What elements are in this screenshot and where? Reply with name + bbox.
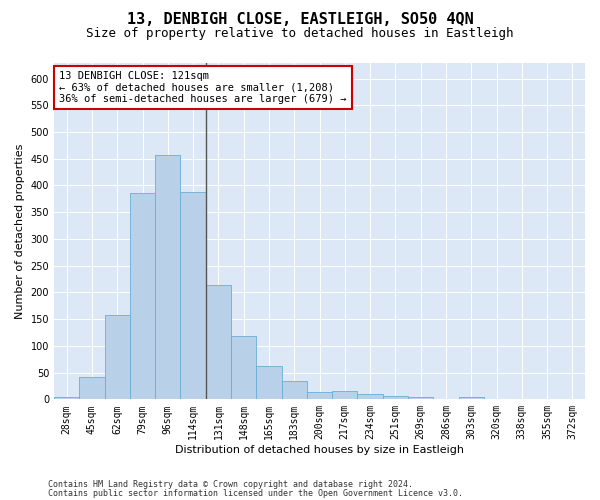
Bar [155,155,181,400]
Bar [560,399,585,400]
Y-axis label: Number of detached properties: Number of detached properties [15,143,25,318]
Bar [181,192,206,400]
Bar [383,396,408,400]
Bar [130,194,155,400]
Text: Size of property relative to detached houses in Eastleigh: Size of property relative to detached ho… [86,28,514,40]
Bar [256,366,281,400]
Bar [206,285,231,400]
Text: 13, DENBIGH CLOSE, EASTLEIGH, SO50 4QN: 13, DENBIGH CLOSE, EASTLEIGH, SO50 4QN [127,12,473,28]
Bar [79,377,104,400]
Bar [535,399,560,400]
Bar [408,397,433,400]
Bar [509,399,535,400]
Bar [332,392,358,400]
Bar [307,392,332,400]
Bar [358,394,383,400]
Bar [281,380,307,400]
Text: Contains public sector information licensed under the Open Government Licence v3: Contains public sector information licen… [48,490,463,498]
Text: 13 DENBIGH CLOSE: 121sqm
← 63% of detached houses are smaller (1,208)
36% of sem: 13 DENBIGH CLOSE: 121sqm ← 63% of detach… [59,71,347,104]
Text: Contains HM Land Registry data © Crown copyright and database right 2024.: Contains HM Land Registry data © Crown c… [48,480,413,489]
Bar [54,396,79,400]
Bar [231,336,256,400]
X-axis label: Distribution of detached houses by size in Eastleigh: Distribution of detached houses by size … [175,445,464,455]
Bar [458,396,484,400]
Bar [484,399,509,400]
Bar [104,316,130,400]
